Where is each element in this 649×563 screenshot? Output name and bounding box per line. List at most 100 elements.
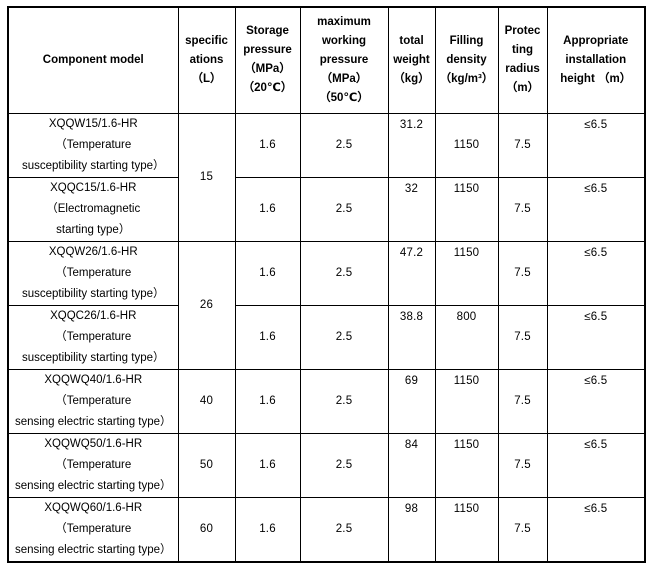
cell-storage-pressure: 1.6	[234, 496, 301, 562]
header-line: pressure	[319, 53, 369, 66]
cell-component-model: XQQWQ50/1.6-HR （Temperature sensing elec…	[7, 432, 179, 498]
table-row: XQQW15/1.6-HR （Temperature susceptibilit…	[7, 112, 646, 242]
model-line: sensing electric starting type）	[14, 415, 172, 428]
cell-filling-density: 800	[434, 304, 499, 370]
cell-installation-height: ≤6.5	[546, 176, 646, 242]
header-line: specific	[185, 34, 228, 47]
cell-total-weight: 69	[387, 368, 436, 434]
cell-specifications: 15	[177, 112, 236, 242]
col-header-total-weight: total weight （kg）	[387, 6, 436, 114]
cell-filling-density: 1150	[434, 112, 499, 178]
header-line: working	[321, 34, 367, 47]
header-line: （20℃）	[242, 82, 293, 95]
cell-storage-pressure: 1.6	[234, 368, 301, 434]
cell-installation-height: ≤6.5	[546, 432, 646, 498]
model-line: sensing electric starting type）	[14, 479, 172, 492]
cell-component-model: XQQC15/1.6-HR （Electromagnetic starting …	[7, 176, 179, 242]
cell-total-weight: 31.2	[387, 112, 436, 178]
cell-specifications: 60	[177, 496, 236, 562]
cell-protecting-radius: 7.5	[497, 432, 548, 498]
cell-protecting-radius: 7.5	[497, 176, 548, 242]
col-header-filling-density: Filling density （kg/m³）	[434, 6, 499, 114]
table-row: XQQC15/1.6-HR （Electromagnetic starting …	[7, 176, 646, 242]
cell-filling-density: 1150	[434, 432, 499, 498]
cell-total-weight: 47.2	[387, 240, 436, 306]
cell-working-pressure: 2.5	[299, 240, 389, 306]
header-line: ations	[189, 53, 224, 66]
model-line: starting type）	[56, 223, 131, 236]
header-line: weight	[393, 53, 430, 66]
header-line: maximum	[317, 15, 371, 28]
model-line: sensing electric starting type）	[14, 543, 172, 556]
component-spec-table: Component model specific ations （L） Stor…	[7, 6, 646, 563]
cell-component-model: XQQW26/1.6-HR （Temperature susceptibilit…	[7, 240, 179, 306]
table-row: XQQW26/1.6-HR （Temperature susceptibilit…	[7, 240, 646, 370]
cell-protecting-radius: 7.5	[497, 304, 548, 370]
cell-protecting-radius: 7.5	[497, 112, 548, 178]
cell-working-pressure: 2.5	[299, 432, 389, 498]
cell-working-pressure: 2.5	[299, 496, 389, 562]
table-row: XQQWQ40/1.6-HR （Temperature sensing elec…	[7, 368, 646, 434]
col-header-storage-pressure: Storage pressure （MPa） （20℃）	[234, 6, 301, 114]
header-line: density	[446, 53, 487, 66]
cell-component-model: XQQC26/1.6-HR （Temperature susceptibilit…	[7, 304, 179, 370]
model-line: XQQC15/1.6-HR （Electromagnetic	[46, 181, 141, 215]
model-line: susceptibility starting type）	[21, 351, 165, 364]
header-line: Filling	[449, 34, 484, 47]
cell-storage-pressure: 1.6	[234, 304, 301, 370]
cell-storage-pressure: 1.6	[234, 240, 301, 306]
cell-protecting-radius: 7.5	[497, 240, 548, 306]
cell-component-model: XQQW15/1.6-HR （Temperature susceptibilit…	[7, 112, 179, 178]
header-line: （L）	[191, 72, 222, 85]
cell-installation-height: ≤6.5	[546, 496, 646, 562]
cell-total-weight: 84	[387, 432, 436, 498]
cell-working-pressure: 2.5	[299, 112, 389, 178]
cell-installation-height: ≤6.5	[546, 240, 646, 306]
cell-storage-pressure: 1.6	[234, 112, 301, 178]
header-line: Storage	[246, 25, 289, 38]
col-header-max-working-pressure: maximum working pressure （MPa） （50℃）	[299, 6, 389, 114]
header-line: radius	[505, 63, 540, 76]
cell-total-weight: 98	[387, 496, 436, 562]
cell-filling-density: 1150	[434, 368, 499, 434]
header-line: （50℃）	[319, 91, 369, 104]
cell-protecting-radius: 7.5	[497, 496, 548, 562]
header-line: （kg）	[393, 72, 430, 85]
cell-protecting-radius: 7.5	[497, 368, 548, 434]
cell-installation-height: ≤6.5	[546, 304, 646, 370]
cell-working-pressure: 2.5	[299, 176, 389, 242]
cell-component-model: XQQWQ60/1.6-HR （Temperature sensing elec…	[7, 496, 179, 562]
col-header-specifications: specific ations （L）	[177, 6, 236, 114]
col-header-component-model: Component model	[7, 6, 179, 114]
cell-total-weight: 32	[387, 176, 436, 242]
cell-working-pressure: 2.5	[299, 368, 389, 434]
cell-component-model: XQQWQ40/1.6-HR （Temperature sensing elec…	[7, 368, 179, 434]
header-line: （kg/m³）	[439, 72, 494, 85]
model-line: XQQC26/1.6-HR （Temperature	[50, 309, 137, 343]
header-line: Appropriate	[563, 34, 629, 47]
table-row: XQQC26/1.6-HR （Temperature susceptibilit…	[7, 304, 646, 370]
model-line: XQQWQ50/1.6-HR （Temperature	[44, 437, 143, 471]
cell-filling-density: 1150	[434, 176, 499, 242]
model-line: XQQW26/1.6-HR （Temperature	[48, 245, 138, 279]
header-line: （m）	[505, 82, 540, 95]
header-line: ting	[511, 44, 534, 57]
model-line: XQQWQ60/1.6-HR （Temperature	[44, 501, 143, 535]
header-line: installation	[565, 53, 627, 66]
cell-installation-height: ≤6.5	[546, 368, 646, 434]
cell-specifications: 40	[177, 368, 236, 434]
table-row: XQQWQ50/1.6-HR （Temperature sensing elec…	[7, 432, 646, 498]
model-line: XQQWQ40/1.6-HR （Temperature	[44, 373, 143, 407]
header-line: Component model	[42, 53, 144, 66]
model-line: susceptibility starting type）	[21, 159, 165, 172]
cell-specifications: 50	[177, 432, 236, 498]
header-line: Protec	[504, 25, 541, 38]
model-line: XQQW15/1.6-HR （Temperature	[48, 117, 138, 151]
header-line: height （m）	[560, 72, 632, 85]
cell-working-pressure: 2.5	[299, 304, 389, 370]
model-line: susceptibility starting type）	[21, 287, 165, 300]
cell-installation-height: ≤6.5	[546, 112, 646, 178]
page: Component model specific ations （L） Stor…	[7, 6, 646, 563]
col-header-installation-height: Appropriate installation height （m）	[546, 6, 646, 114]
table-row: XQQWQ60/1.6-HR （Temperature sensing elec…	[7, 496, 646, 562]
